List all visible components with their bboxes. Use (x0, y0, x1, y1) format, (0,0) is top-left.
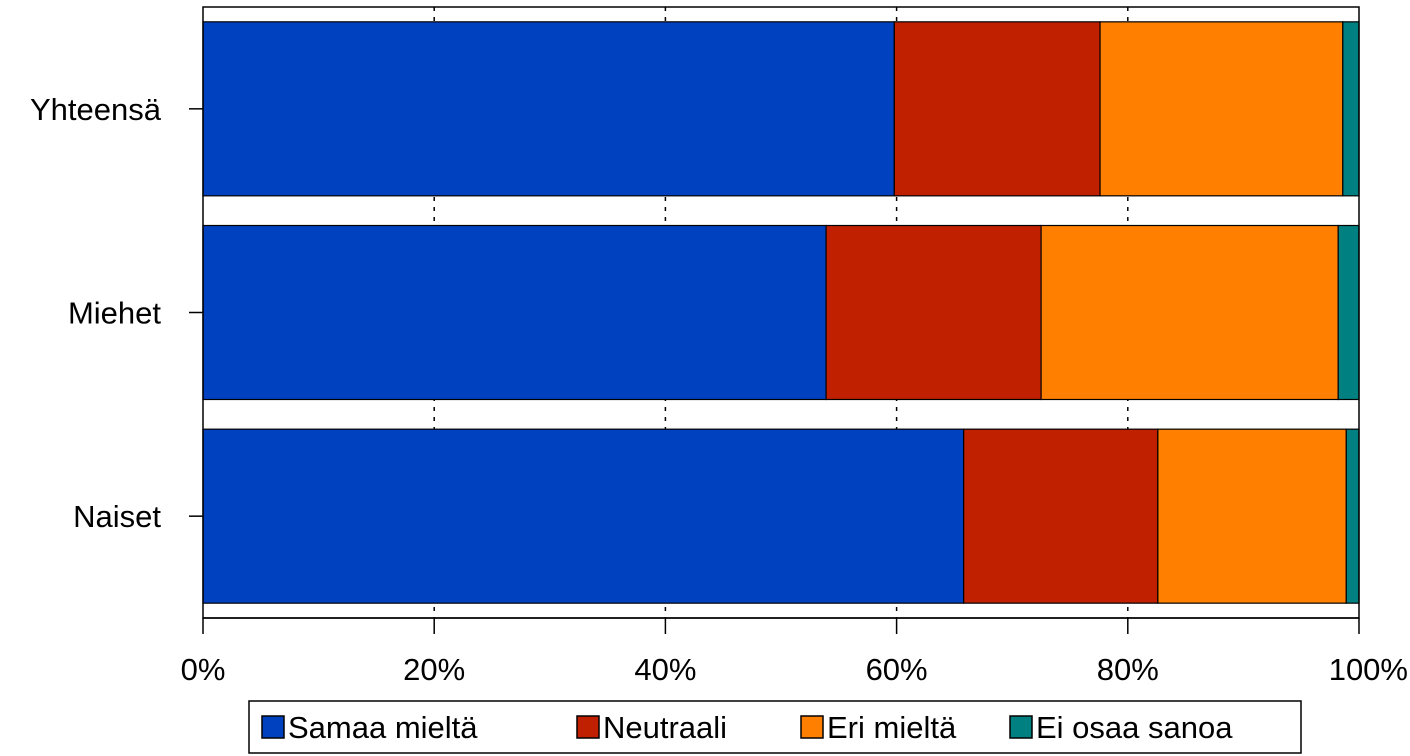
bar-segment (202, 224, 827, 401)
legend-label: Eri mieltä (827, 710, 957, 745)
x-axis: 0% 20% 40% 60% 80% 100% (181, 617, 1408, 687)
legend-swatch (800, 715, 824, 739)
y-tick-label: Naiset (73, 499, 161, 534)
bar-segment (1040, 224, 1339, 401)
bars (202, 21, 1360, 604)
bar-segment (1345, 428, 1360, 604)
y-axis: Yhteensä Miehet Naiset (30, 92, 203, 534)
bar-segment (1337, 224, 1360, 401)
legend: Samaa mieltä Neutraali Eri mieltä Ei osaa s… (248, 700, 1302, 754)
x-tick-label: 60% (866, 652, 928, 687)
bar-segment (893, 21, 1101, 197)
y-tick-label: Yhteensä (30, 92, 162, 127)
legend-label: Ei osaa sanoa (1036, 710, 1233, 745)
legend-box (248, 700, 1302, 754)
bar-segment (825, 224, 1042, 401)
legend-label: Neutraali (603, 710, 727, 745)
x-tick-label: 80% (1097, 652, 1159, 687)
bar-segment (202, 428, 965, 604)
bar-segment (1099, 21, 1344, 197)
x-tick-label: 0% (181, 652, 226, 687)
y-tick-label: Miehet (68, 296, 161, 331)
bar-segment (963, 428, 1159, 604)
x-tick-label: 20% (403, 652, 465, 687)
bar-segment (1342, 21, 1360, 197)
legend-swatch (576, 715, 600, 739)
bar-segment (1157, 428, 1347, 604)
legend-swatch (261, 715, 285, 739)
x-tick-label: 100% (1329, 652, 1408, 687)
x-tick-label: 40% (634, 652, 696, 687)
legend-label: Samaa mieltä (288, 710, 478, 745)
bar-segment (202, 21, 895, 197)
legend-swatch (1009, 715, 1033, 739)
